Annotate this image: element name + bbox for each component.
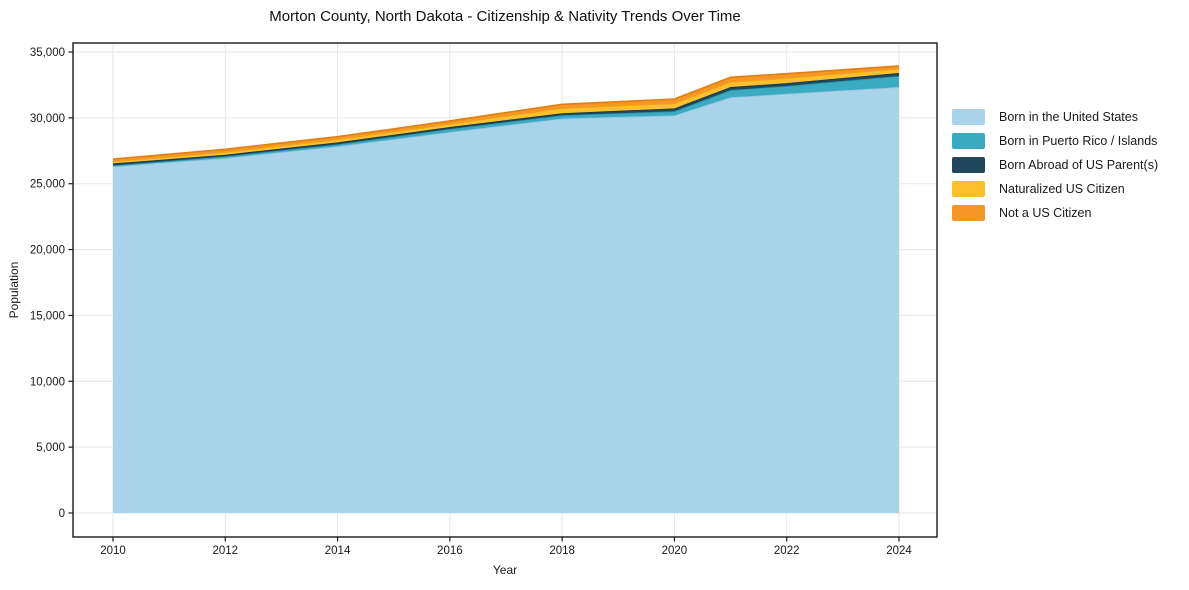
legend-item-not-citizen: Not a US Citizen [952,201,1158,225]
area-series-4 [113,65,899,162]
y-tick-label: 25,000 [30,179,65,191]
chart-title: Morton County, North Dakota - Citizenshi… [269,8,741,25]
legend-swatch-born-us [952,109,985,125]
area-series-1 [113,75,899,167]
legend-item-born-abroad: Born Abroad of US Parent(s) [952,153,1158,177]
area-edge-series-4 [112,65,900,160]
legend-swatch-not-citizen [952,205,985,221]
legend-item-puerto-rico: Born in Puerto Rico / Islands [952,129,1158,153]
legend: Born in the United States Born in Puerto… [952,105,1158,225]
y-tick-label: 15,000 [30,310,65,322]
x-tick-label: 2010 [100,545,126,557]
legend-swatch-naturalized [952,181,985,197]
legend-label: Not a US Citizen [999,206,1092,220]
legend-swatch-born-abroad [952,157,985,173]
y-tick-label: 30,000 [30,113,65,125]
y-tick-label: 10,000 [30,376,65,388]
legend-item-born-us: Born in the United States [952,105,1158,129]
x-tick-label: 2020 [662,545,688,557]
y-axis-label: Population [7,261,21,319]
x-tick-label: 2016 [437,545,463,557]
area-series-0 [113,87,899,513]
x-tick-label: 2022 [774,545,800,557]
legend-swatch-puerto-rico [952,133,985,149]
legend-label: Born Abroad of US Parent(s) [999,158,1159,172]
x-tick-label: 2014 [325,545,351,557]
x-tick-label: 2024 [886,545,912,557]
plot-border [72,42,938,538]
y-tick-label: 5,000 [36,442,65,454]
y-tick-label: 35,000 [30,47,65,59]
area-series-2 [113,72,899,166]
legend-label: Naturalized US Citizen [999,182,1125,196]
x-tick-label: 2018 [549,545,575,557]
legend-item-naturalized: Naturalized US Citizen [952,177,1158,201]
y-tick-label: 0 [59,508,65,520]
legend-label: Born in the United States [999,110,1138,124]
legend-label: Born in Puerto Rico / Islands [999,134,1158,148]
x-axis-label: Year [492,563,518,577]
y-tick-label: 20,000 [30,245,65,257]
x-tick-label: 2012 [212,545,238,557]
